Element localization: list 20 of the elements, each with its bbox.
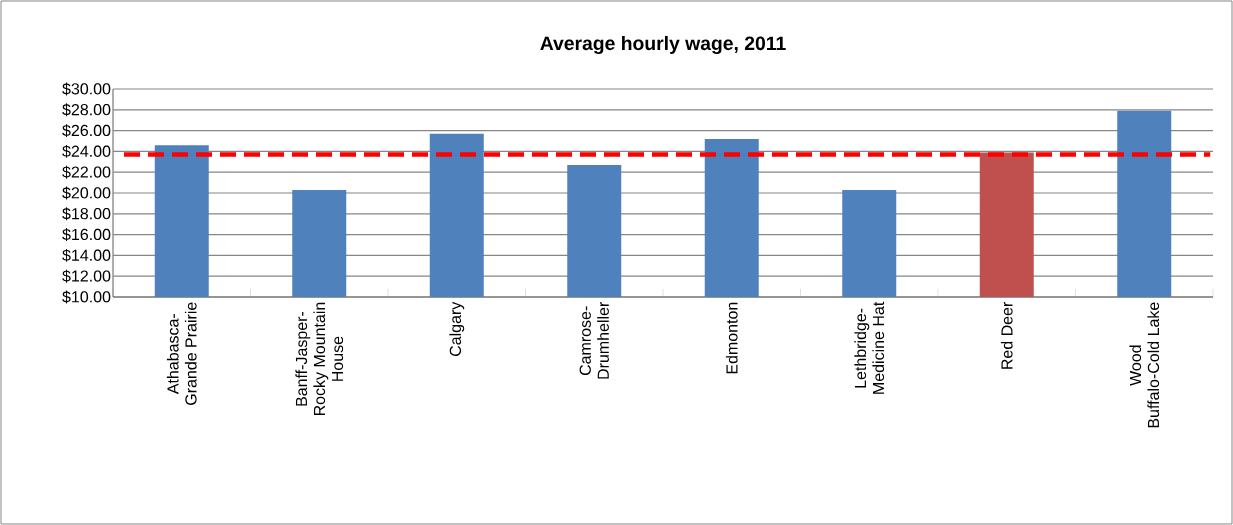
y-tick-label: $18.00 bbox=[62, 207, 111, 221]
y-tick-label: $16.00 bbox=[62, 228, 111, 242]
x-tick-label: Red Deer bbox=[1000, 302, 1013, 369]
y-tick-label: $24.00 bbox=[62, 144, 111, 158]
x-tick-label: Calgary bbox=[449, 301, 465, 357]
y-tick-label: $22.00 bbox=[62, 165, 111, 179]
y-tick-label: $26.00 bbox=[62, 124, 111, 138]
y-tick-label: $12.00 bbox=[62, 269, 111, 283]
y-tick-label: $10.00 bbox=[62, 290, 111, 304]
x-tick-label: Banff-Jasper- Rocky Mountain House bbox=[295, 302, 344, 416]
chart-title: Average hourly wage, 2011 bbox=[540, 35, 786, 55]
y-tick-label: $20.00 bbox=[62, 186, 111, 200]
x-tick-label: Camrose- Drumheller bbox=[579, 301, 609, 379]
y-tick-label: $30.00 bbox=[62, 82, 111, 96]
x-tick-label: Edmonton bbox=[725, 302, 738, 374]
x-tick-label: Athabasca- Grande Prairie bbox=[166, 302, 197, 405]
y-tick-label: $14.00 bbox=[62, 248, 111, 262]
x-tick-label: Lethbridge- Medicine Hat bbox=[854, 301, 885, 394]
y-tick-label: $28.00 bbox=[62, 103, 111, 117]
x-tick-label: Wood Buffalo-Cold Lake bbox=[1129, 302, 1160, 428]
